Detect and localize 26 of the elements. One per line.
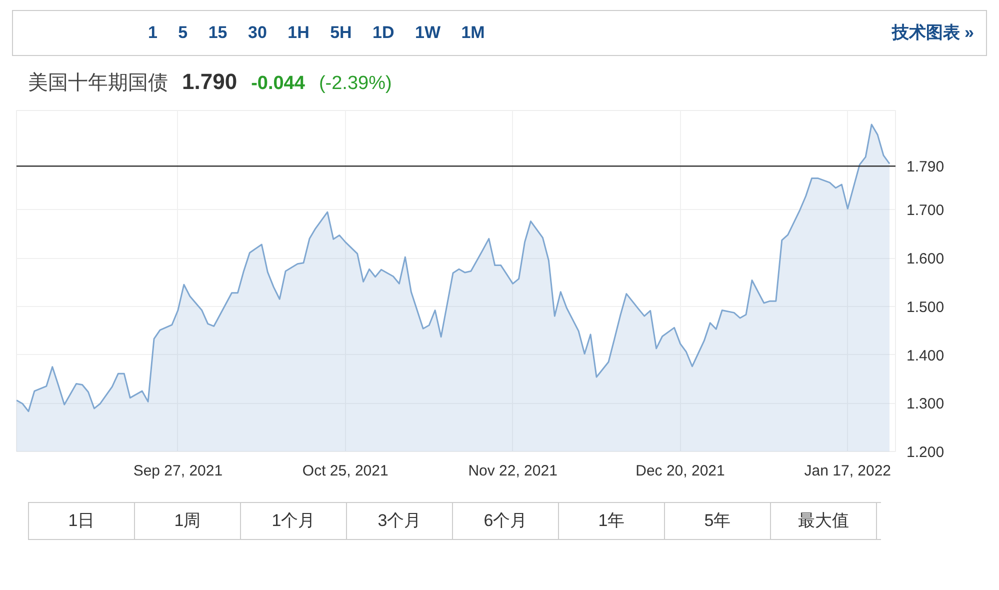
text: 1周 [135, 503, 241, 539]
y-tick-label: 1.500 [906, 298, 944, 316]
y-tick-label: 1.300 [906, 396, 944, 413]
text: 1日 [29, 503, 135, 539]
text: 1年 [559, 503, 665, 539]
x-tick-label: Oct 25, 2021 [302, 462, 388, 480]
text: 5年 [665, 503, 771, 539]
text: -0.044 [251, 73, 305, 94]
text: 技术图表 » [892, 22, 974, 42]
text: 6个月 [453, 503, 559, 539]
x-tick-label: Nov 22, 2021 [468, 462, 558, 480]
text: 最大值 [771, 503, 877, 539]
text: (-2.39%) [318, 73, 392, 94]
text: 1.790 [182, 69, 238, 94]
y-tick-label: 1.700 [906, 202, 944, 220]
y-tick-label: 1.600 [906, 250, 944, 268]
text: 3个月 [347, 503, 453, 539]
text: 1个月 [241, 503, 347, 539]
x-tick-label: Dec 20, 2021 [636, 462, 725, 480]
y-tick-label: 1.200 [906, 444, 944, 461]
x-tick-label: Jan 17, 2022 [804, 462, 892, 480]
text: 1 5 15 30 1H 5H 1D 1W 1M [148, 22, 485, 44]
ref-line-label: 1.790 [906, 158, 944, 176]
chart-title: 美国十年期国债 [28, 72, 168, 94]
x-tick-label: Sep 27, 2021 [133, 462, 223, 480]
y-tick-label: 1.400 [906, 347, 944, 364]
